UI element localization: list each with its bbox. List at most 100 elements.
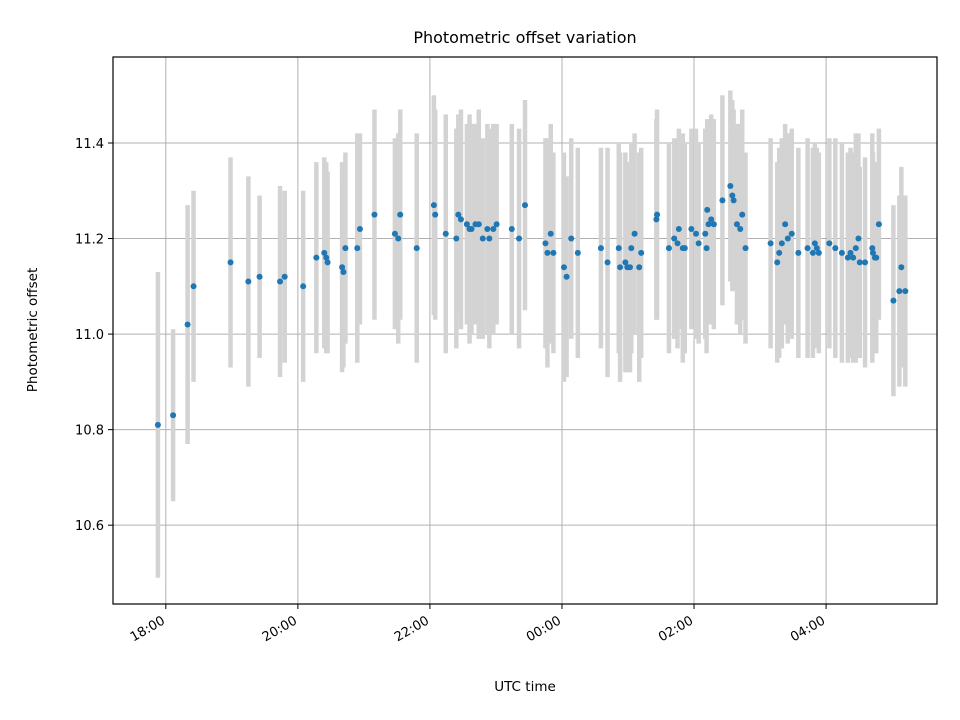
data-point xyxy=(154,421,161,428)
data-point xyxy=(852,245,859,252)
x-axis-label: UTC time xyxy=(494,679,556,695)
data-point xyxy=(604,259,611,266)
data-point xyxy=(321,249,328,256)
data-point xyxy=(838,249,845,256)
data-point xyxy=(850,254,857,261)
data-point xyxy=(703,245,710,252)
data-point xyxy=(813,245,820,252)
data-point xyxy=(475,221,482,228)
data-point xyxy=(896,288,903,295)
data-point xyxy=(493,221,500,228)
data-point xyxy=(245,278,252,285)
data-point xyxy=(354,245,361,252)
data-point xyxy=(324,259,331,266)
data-point xyxy=(811,240,818,247)
data-point xyxy=(463,221,470,228)
data-point xyxy=(815,249,822,256)
data-point xyxy=(395,235,402,242)
data-point xyxy=(733,221,740,228)
data-point xyxy=(832,245,839,252)
data-point xyxy=(862,259,869,266)
data-point xyxy=(729,192,736,199)
y-tick-label: 10.6 xyxy=(75,519,104,534)
plot-frame xyxy=(112,56,938,605)
data-point xyxy=(490,225,497,232)
data-point xyxy=(432,211,439,218)
data-point xyxy=(693,230,700,237)
data-point xyxy=(869,249,876,256)
data-point xyxy=(704,206,711,213)
data-point xyxy=(542,240,549,247)
data-point xyxy=(170,412,177,419)
data-point xyxy=(516,235,523,242)
data-point xyxy=(665,245,672,252)
data-point xyxy=(869,245,876,252)
data-point xyxy=(455,211,462,218)
data-point xyxy=(522,202,528,209)
data-point xyxy=(547,230,554,237)
data-point xyxy=(574,249,581,256)
data-point xyxy=(190,283,197,290)
data-point xyxy=(809,249,816,256)
data-point xyxy=(544,249,551,256)
data-point xyxy=(340,268,347,275)
y-tick-label: 10.8 xyxy=(75,424,104,439)
data-point xyxy=(702,230,709,237)
data-point xyxy=(844,254,851,261)
data-point xyxy=(856,259,863,266)
data-point xyxy=(430,202,437,209)
data-point xyxy=(695,240,702,247)
y-tick-label: 11.4 xyxy=(75,137,104,152)
data-point xyxy=(855,235,862,242)
data-point xyxy=(550,249,557,256)
y-axis-label: Photometric offset xyxy=(25,268,41,392)
data-point xyxy=(688,225,695,232)
data-point xyxy=(356,225,363,232)
data-point xyxy=(898,264,905,271)
data-point xyxy=(710,221,717,228)
data-points xyxy=(154,182,909,428)
data-point xyxy=(654,211,661,218)
data-point xyxy=(323,254,330,261)
data-point xyxy=(804,245,811,252)
data-point xyxy=(615,245,622,252)
data-point xyxy=(638,249,645,256)
data-point xyxy=(486,235,493,242)
data-point xyxy=(484,225,491,232)
data-point xyxy=(560,264,567,271)
data-point xyxy=(776,249,783,256)
data-point xyxy=(457,216,464,223)
data-point xyxy=(727,182,734,189)
data-point xyxy=(413,245,420,252)
data-point xyxy=(468,225,475,232)
data-point xyxy=(453,235,460,242)
data-point xyxy=(767,240,774,247)
data-point xyxy=(671,235,678,242)
data-point xyxy=(342,245,349,252)
data-point xyxy=(442,230,449,237)
data-point xyxy=(300,283,307,290)
data-point xyxy=(479,235,486,242)
y-tick-label: 11.0 xyxy=(75,328,104,343)
data-point xyxy=(508,225,515,232)
data-point xyxy=(826,240,833,247)
chart-title: Photometric offset variation xyxy=(413,28,636,47)
data-point xyxy=(902,288,909,295)
data-point xyxy=(563,273,570,280)
data-point xyxy=(739,211,746,218)
data-point xyxy=(784,235,791,242)
data-point xyxy=(653,216,660,223)
y-axis-ticks: 10.6 10.8 11.0 11.2 11.4 xyxy=(75,137,113,534)
data-point xyxy=(281,273,288,280)
data-point xyxy=(597,245,604,252)
data-point xyxy=(313,254,320,261)
data-point xyxy=(708,216,715,223)
data-point xyxy=(774,259,781,266)
data-point xyxy=(622,259,629,266)
data-point xyxy=(875,221,882,228)
data-point xyxy=(256,273,263,280)
data-point xyxy=(705,221,712,228)
data-point xyxy=(873,254,880,261)
data-point xyxy=(631,230,638,237)
data-point xyxy=(730,197,737,204)
